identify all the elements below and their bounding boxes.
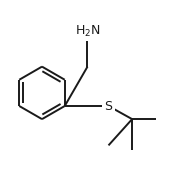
Text: H$_2$N: H$_2$N	[75, 24, 100, 39]
Text: S: S	[104, 100, 112, 112]
